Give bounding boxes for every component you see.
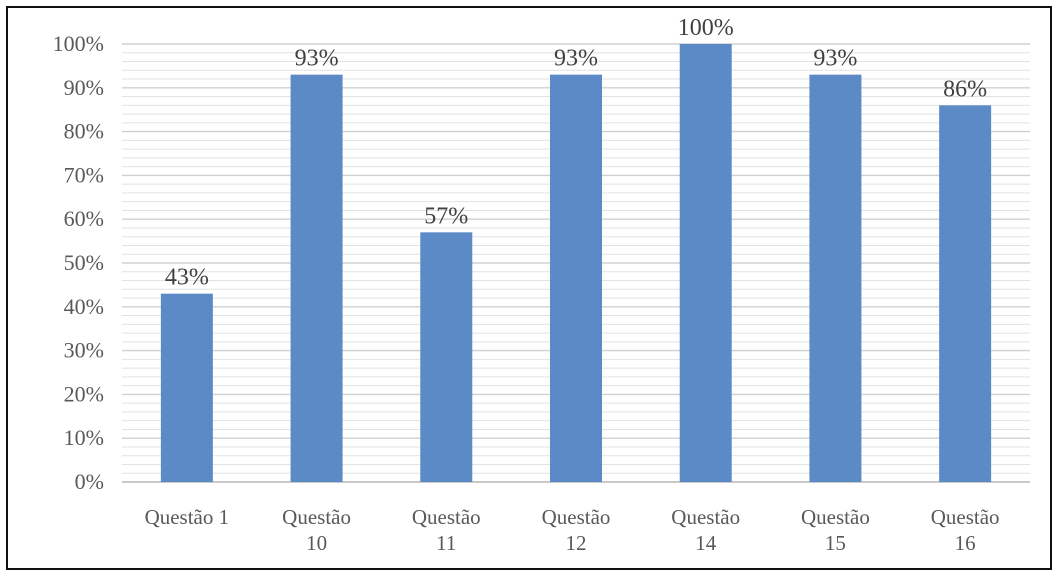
x-tick-label: Questão 1 (145, 505, 230, 529)
y-tick-label: 30% (64, 338, 104, 363)
bar (420, 232, 473, 482)
data-label: 86% (943, 76, 987, 102)
x-tick-label: Questão 14 (671, 505, 740, 555)
y-tick-label: 40% (64, 294, 104, 319)
x-tick-label: Questão 11 (412, 505, 481, 555)
bar (290, 74, 343, 482)
bar (809, 74, 862, 482)
x-tick-label: Questão 12 (542, 505, 611, 555)
x-tick-label: Questão 10 (282, 505, 351, 555)
y-tick-label: 90% (64, 75, 104, 100)
y-tick-label: 100% (53, 31, 104, 56)
data-label: 57% (424, 203, 468, 229)
x-tick-label: Questão 16 (931, 505, 1000, 555)
bar (679, 44, 732, 482)
data-label: 93% (295, 46, 339, 72)
bar (939, 105, 992, 482)
data-label: 100% (678, 15, 734, 41)
y-tick-label: 60% (64, 206, 104, 231)
y-tick-label: 20% (64, 381, 104, 406)
x-tick-label: Questão 15 (801, 505, 870, 555)
bar (160, 293, 213, 482)
data-label: 43% (165, 265, 209, 291)
data-label: 93% (813, 46, 857, 72)
y-tick-label: 10% (64, 425, 104, 450)
y-tick-label: 50% (64, 250, 104, 275)
y-tick-label: 70% (64, 162, 104, 187)
bar (550, 74, 602, 482)
y-tick-label: 80% (64, 119, 104, 144)
y-tick-label: 0% (75, 469, 104, 494)
data-label: 93% (554, 46, 598, 72)
